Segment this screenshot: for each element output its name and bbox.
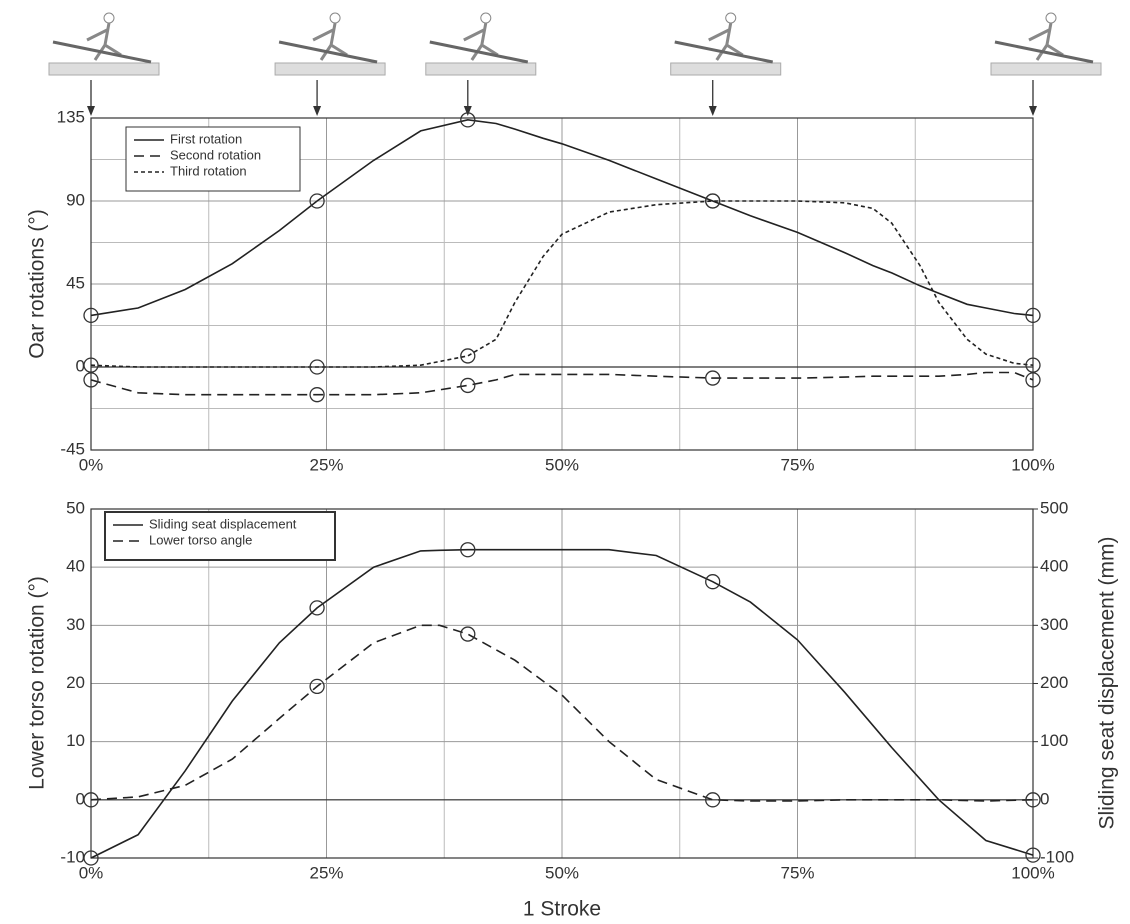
y-axis-label: Lower torso rotation (°): [26, 576, 49, 790]
stage-marker: [83, 357, 99, 373]
stage-marker: [309, 387, 325, 403]
series-line: [90, 624, 1034, 802]
y2-axis-label: Sliding seat displacement (mm): [1096, 537, 1119, 830]
y-tick-label: 135: [57, 107, 85, 126]
y-tick-label: 30: [66, 615, 85, 634]
icon-head: [480, 12, 492, 24]
y2-tick-label: 100: [1040, 731, 1068, 750]
stage-marker: [705, 193, 721, 209]
stage-marker: [83, 372, 99, 388]
rower-icon: [425, 12, 537, 76]
rower-icon: [670, 12, 782, 76]
y2-tick-label: 200: [1040, 673, 1068, 692]
y-tick-label: -10: [60, 847, 85, 866]
stage-marker: [705, 792, 721, 808]
icon-head: [329, 12, 341, 24]
rower-icon: [274, 12, 386, 76]
arrow-head: [1029, 106, 1037, 116]
arrow-head: [708, 106, 717, 116]
icon-ground: [48, 62, 160, 76]
stage-marker: [705, 370, 721, 386]
y-tick-label: 0: [76, 356, 85, 375]
icon-head: [725, 12, 737, 24]
y2-tick-label: 500: [1040, 498, 1068, 517]
icon-ground: [274, 62, 386, 76]
icon-oar: [429, 40, 529, 64]
icon-ground: [425, 62, 537, 76]
legend-box: [104, 511, 336, 561]
y2-tick-label: 0: [1040, 789, 1049, 808]
legend-label: Sliding seat displacement: [149, 516, 297, 531]
series-line: [90, 371, 1034, 396]
x-tick-label: 0%: [79, 863, 104, 882]
rower-icon: [48, 12, 160, 76]
stage-marker: [309, 678, 325, 695]
arrow-head: [463, 106, 472, 116]
x-tick-label: 100%: [1011, 455, 1054, 474]
legend-box: [125, 126, 301, 192]
series-line: [90, 548, 1034, 859]
x-tick-label: 50%: [545, 863, 579, 882]
y-tick-label: 50: [66, 498, 85, 517]
x-tick-label: 25%: [309, 863, 343, 882]
y-tick-label: 10: [66, 731, 85, 750]
legend-label: Lower torso angle: [149, 532, 252, 547]
stage-marker: [1025, 357, 1041, 373]
x-tick-label: 25%: [309, 455, 343, 474]
stage-marker: [460, 626, 476, 642]
stage-marker: [460, 542, 476, 558]
x-tick-label: 50%: [545, 455, 579, 474]
stage-marker: [1025, 372, 1041, 388]
icon-oar: [52, 40, 152, 64]
stage-marker: [1025, 792, 1041, 808]
stage-marker: [460, 348, 476, 364]
stage-marker: [309, 359, 325, 375]
x-tick-label: 75%: [780, 863, 814, 882]
stage-marker: [83, 792, 99, 808]
rower-icon: [990, 12, 1102, 76]
stage-marker: [83, 307, 99, 324]
icon-head: [103, 12, 115, 24]
icon-head: [1045, 12, 1057, 24]
y-tick-label: 90: [66, 190, 85, 209]
plot-frame: [90, 117, 1034, 451]
icon-ground: [990, 62, 1102, 76]
x-tick-label: 0%: [79, 455, 104, 474]
legend-label: First rotation: [170, 131, 242, 146]
y-axis-label: Oar rotations (°): [26, 209, 49, 359]
stage-marker: [83, 850, 99, 866]
icon-oar: [674, 40, 774, 64]
legend-label: Second rotation: [170, 147, 261, 162]
y2-tick-label: -100: [1040, 847, 1074, 866]
series-line: [90, 200, 1034, 368]
arrow-head: [313, 106, 322, 116]
y-tick-label: 40: [66, 557, 85, 576]
stage-marker: [705, 574, 721, 590]
legend-label: Third rotation: [170, 163, 247, 178]
stage-marker: [1025, 847, 1041, 863]
stage-marker: [460, 377, 476, 394]
icon-oar: [994, 40, 1094, 64]
icon-ground: [670, 62, 782, 76]
arrow-head: [87, 106, 95, 116]
y-tick-label: 20: [66, 673, 85, 692]
y2-tick-label: 400: [1040, 557, 1068, 576]
y-tick-label: -45: [60, 439, 85, 458]
y2-tick-label: 300: [1040, 615, 1068, 634]
stage-marker: [309, 193, 325, 209]
y-tick-label: 0: [76, 789, 85, 808]
stage-marker: [1025, 307, 1041, 324]
x-axis-label: 1 Stroke: [523, 898, 601, 921]
stage-marker: [309, 600, 325, 616]
icon-oar: [278, 40, 378, 64]
y-tick-label: 45: [66, 273, 85, 292]
x-tick-label: 100%: [1011, 863, 1054, 882]
x-tick-label: 75%: [780, 455, 814, 474]
